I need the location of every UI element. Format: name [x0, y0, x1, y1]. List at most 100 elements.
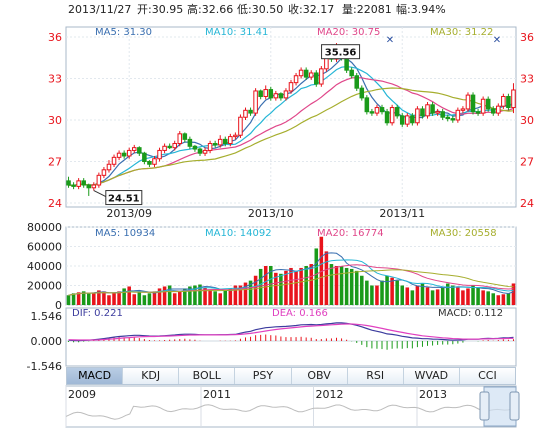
tab-macd[interactable]: MACD	[67, 368, 124, 384]
volume-tick: 80000	[27, 221, 62, 234]
tab-kdj[interactable]: KDJ	[123, 368, 180, 384]
candle-body	[364, 97, 370, 113]
candle-body	[131, 147, 137, 151]
candle-body	[137, 147, 142, 154]
volume-ma-line-ma10	[68, 259, 514, 296]
candle-body	[192, 145, 198, 150]
ohlc-header: 2013/11/27 开:30.95 高:32.66 低:30.50 收:32.…	[68, 2, 446, 16]
candle-body	[314, 72, 319, 85]
candle-body	[415, 108, 420, 124]
volume-bar	[491, 293, 496, 305]
volume-bar	[228, 288, 233, 305]
tab-obv[interactable]: OBV	[291, 368, 348, 384]
volume-bar	[102, 291, 106, 305]
header-close: 收:32.17	[288, 2, 334, 16]
candle-body	[197, 148, 203, 154]
price-y-axis-right: 36 33 30 27 24	[520, 31, 534, 210]
candle-body	[425, 104, 430, 117]
volume-bar	[147, 293, 152, 305]
price-tick-left: 30	[48, 114, 62, 127]
tab-wvad[interactable]: WVAD	[403, 368, 460, 384]
volume-bar	[380, 280, 384, 305]
volume-bar	[299, 267, 303, 305]
candle-body	[384, 111, 390, 124]
tab-rsi[interactable]: RSI	[347, 368, 404, 384]
price-legend-item: MA10: 31.41	[205, 27, 268, 38]
volume-bar	[142, 295, 147, 305]
volume-bar	[107, 295, 111, 305]
candle-body	[283, 90, 289, 99]
volume-bar	[349, 268, 354, 305]
volume-bar	[496, 295, 501, 305]
navigator-left-handle[interactable]	[479, 391, 490, 421]
candle-body	[162, 145, 167, 151]
candle-body	[76, 180, 81, 187]
volume-bar	[66, 295, 71, 305]
volume-bar	[157, 288, 162, 305]
volume-bar	[248, 280, 253, 305]
candle-body	[91, 184, 97, 189]
candle-body	[248, 109, 253, 114]
volume-bars	[66, 236, 516, 305]
candle-body	[253, 90, 258, 114]
tab-boll[interactable]: BOLL	[179, 368, 236, 384]
candle-body	[349, 69, 354, 77]
volume-bar	[486, 291, 490, 305]
volume-bar	[385, 275, 389, 305]
candle-body	[212, 143, 218, 146]
candle-body	[496, 105, 501, 114]
candle-body	[81, 180, 86, 186]
volume-bar	[162, 286, 167, 305]
macd-legend-item: DEA: 0.166	[272, 308, 328, 319]
price-tick-left: 24	[48, 197, 62, 210]
candle-body	[303, 69, 309, 78]
candle-body	[298, 69, 304, 77]
tab-cci[interactable]: CCI	[459, 368, 515, 384]
candle-body	[86, 184, 92, 189]
candle-body	[116, 152, 122, 158]
candle-body	[394, 107, 400, 117]
candle-body	[228, 136, 233, 145]
volume-ma-lines	[68, 252, 514, 296]
volume-bar	[117, 291, 121, 305]
volume-bar	[233, 285, 238, 305]
volume-bar	[461, 290, 465, 305]
volume-bar	[274, 272, 278, 305]
volume-bar	[425, 287, 430, 305]
volume-bar	[445, 283, 450, 305]
volume-legend-item: MA5: 10934	[95, 228, 155, 239]
tab-psy[interactable]: PSY	[235, 368, 292, 384]
volume-bar	[304, 266, 308, 305]
volume-bar	[324, 251, 329, 305]
volume-bar	[112, 293, 116, 305]
header-date: 2013/11/27	[68, 3, 131, 16]
navigator-right-handle[interactable]	[509, 391, 520, 421]
time-navigator[interactable]: 2009 2011 2012 2013	[65, 385, 520, 428]
header-change: 幅:3.94%	[396, 3, 446, 16]
price-panel: 36 33 30 27 24 36 33 30 27 24 MA5: 31.30 MA10: 31…	[48, 26, 534, 220]
candle-body	[217, 138, 223, 146]
candle-body	[465, 94, 471, 110]
volume-bar	[193, 285, 197, 305]
candle-body	[455, 109, 461, 121]
volume-bar	[476, 287, 480, 305]
candle-body	[435, 111, 440, 114]
volume-bar	[314, 248, 319, 305]
macd-dea-line	[68, 323, 514, 341]
volume-bar	[405, 287, 410, 305]
volume-bar	[137, 291, 142, 305]
candle-body	[233, 134, 238, 138]
volume-bar	[400, 285, 405, 305]
candle-body	[430, 104, 435, 114]
price-extremes: 35.56 24.51 ✕ ✕	[93, 35, 501, 206]
candle-body	[369, 111, 375, 114]
volume-bar	[365, 280, 369, 305]
candle-body	[511, 89, 516, 109]
macd-legend-item: DIF: 0.221	[72, 308, 123, 319]
volume-panel: 80000 60000 40000 20000 0 MA5: 10934 MA10: 14…	[27, 221, 517, 312]
indicator-tabs: MACD KDJ BOLL PSY OBV RSI WVAD CCI	[66, 367, 516, 385]
navigator-year: 2013	[419, 388, 447, 401]
candle-body	[293, 75, 299, 84]
price-tick-right: 36	[520, 31, 534, 44]
